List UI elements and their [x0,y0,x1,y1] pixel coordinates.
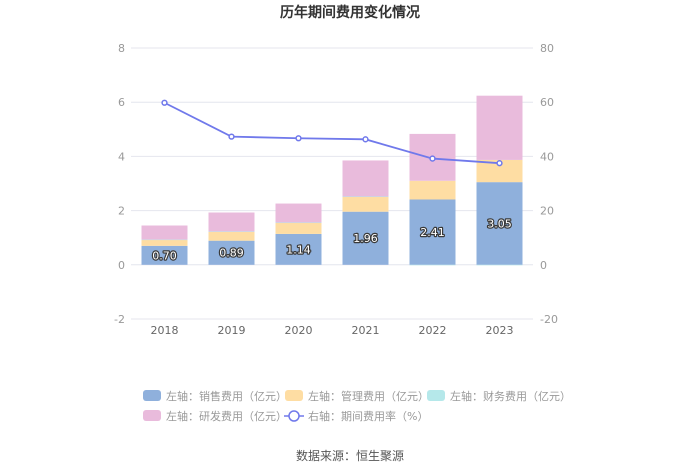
bar-series-1-2023 [476,159,523,183]
bar-series-3-2023 [476,95,523,160]
legend-item-3[interactable]: 左轴：研发费用（亿元） [143,409,287,423]
left-axis: -2 0 2 4 6 8 [114,42,125,326]
rate-point-2023 [496,160,503,167]
bar-series-1-2018 [141,239,188,246]
rate-point-2021 [362,136,369,143]
bar-series-2-2020 [275,222,322,224]
bar-series-0-2019 [208,240,255,265]
bar-series-0-2022 [409,199,456,265]
legend-item-4[interactable]: 右轴：期间费用率（%） [284,409,428,423]
x-tick-label: 2022 [419,324,447,337]
bar-series-3-2019 [208,212,255,232]
bar-series-1-2020 [275,222,322,234]
bar-series-1-2021 [342,196,389,212]
legend-label: 左轴：研发费用（亿元） [166,409,287,423]
bar-series-0-2018 [141,245,188,265]
legend-label: 左轴：销售费用（亿元） [166,389,287,403]
bar-series-0-2020 [275,233,322,265]
legend-item-1[interactable]: 左轴：管理费用（亿元） [285,389,429,403]
right-tick-label: 60 [540,96,554,109]
left-tick-label: 0 [118,259,125,272]
rate-point-2019 [228,133,235,140]
bar-series-2-2021 [342,196,389,198]
right-axis: -20 0 20 40 60 80 [540,42,558,326]
bar-series-3-2020 [275,203,322,223]
bar-series-2-2023 [476,264,523,266]
rate-line [164,101,500,165]
left-tick-label: -2 [114,313,125,326]
legend-point-swatch [288,410,300,422]
bar-series-1-2019 [208,231,255,241]
bar-data-label: 0.89 [219,247,244,260]
bar-series-2-2019 [208,231,255,232]
x-tick-label: 2023 [486,324,514,337]
x-tick-label: 2019 [218,324,246,337]
bar-series-0-2023 [476,182,523,265]
left-tick-label: 2 [118,205,125,218]
source-note: 数据来源：恒生聚源 [296,448,404,463]
data-labels: 0.70 0.89 1.14 1.96 2.41 3.05 [151,216,513,263]
bar-series-3-2021 [342,160,389,197]
bar-series-3-2018 [141,225,188,240]
legend-item-0[interactable]: 左轴：销售费用（亿元） [143,389,287,403]
legend-swatch [285,390,303,401]
right-tick-label: 0 [540,259,547,272]
bar-series-2-2018 [141,239,188,241]
bars [141,95,523,266]
legend-swatch [143,410,161,421]
legend-swatch [143,390,161,401]
legend-label: 右轴：期间费用率（%） [308,409,428,423]
left-tick-label: 4 [118,150,125,163]
legend-label: 左轴：管理费用（亿元） [308,389,429,403]
bar-data-label: 2.41 [420,226,445,239]
bar-series-2-2022 [409,264,456,266]
bar-series-1-2022 [409,180,456,200]
rate-point-2018 [161,99,168,106]
left-tick-label: 8 [118,42,125,55]
rate-line-group [161,99,503,167]
legend-swatch [427,390,445,401]
chart-title: 历年期间费用变化情况 [280,4,420,21]
legend: 左轴：销售费用（亿元） 左轴：管理费用（亿元） 左轴：财务费用（亿元） 左轴：研发费用… [143,389,571,423]
grid [131,47,533,320]
rate-point-2020 [295,135,302,142]
x-axis: 2018 2019 2020 2021 2022 2023 [151,324,514,337]
legend-label: 左轴：财务费用（亿元） [450,389,571,403]
left-tick-label: 6 [118,96,125,109]
right-tick-label: -20 [540,313,558,326]
bar-data-label: 0.70 [152,249,177,262]
right-tick-label: 20 [540,205,554,218]
x-tick-label: 2020 [285,324,313,337]
right-tick-label: 80 [540,42,554,55]
bar-data-label: 1.14 [286,243,311,256]
x-tick-label: 2018 [151,324,179,337]
rate-point-2022 [429,155,436,162]
bar-data-label: 3.05 [487,217,512,230]
x-tick-label: 2021 [352,324,380,337]
right-tick-label: 40 [540,150,554,163]
legend-item-2[interactable]: 左轴：财务费用（亿元） [427,389,571,403]
bar-series-0-2021 [342,211,389,265]
bar-data-label: 1.96 [353,232,378,245]
